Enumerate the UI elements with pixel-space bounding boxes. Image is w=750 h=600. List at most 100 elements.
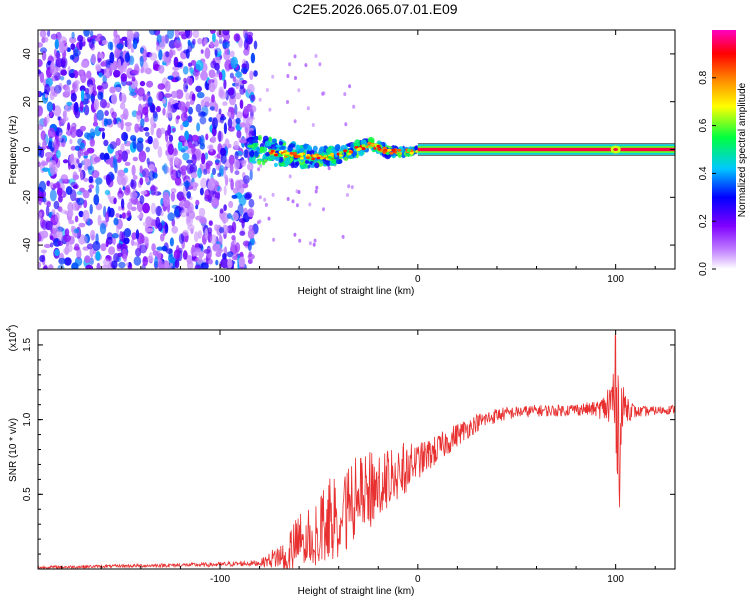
ridge-blob bbox=[409, 151, 414, 155]
noise-blob bbox=[73, 228, 80, 234]
noise-blob bbox=[88, 176, 94, 183]
noise-blob bbox=[89, 128, 96, 140]
noise-blob bbox=[231, 221, 237, 234]
transition-blob bbox=[314, 162, 320, 169]
noise-blob bbox=[98, 72, 103, 78]
colorbar-label: Normalized spectral amplitude bbox=[737, 82, 748, 217]
noise-blob bbox=[58, 195, 63, 203]
noise-blob bbox=[229, 163, 234, 174]
noise-blob bbox=[83, 150, 90, 156]
noise-blob bbox=[52, 182, 61, 189]
x-tick-label: 100 bbox=[607, 574, 624, 585]
sparse-blob bbox=[271, 192, 275, 197]
ridge-blob bbox=[270, 149, 275, 153]
noise-blob bbox=[84, 255, 91, 264]
noise-blob bbox=[116, 43, 124, 50]
noise-blob bbox=[227, 117, 233, 129]
noise-blob bbox=[80, 89, 85, 102]
noise-blob bbox=[38, 198, 42, 206]
sparse-blob bbox=[286, 197, 290, 201]
noise-blob bbox=[185, 48, 190, 59]
noise-blob bbox=[218, 234, 223, 246]
sparse-blob bbox=[306, 106, 310, 111]
noise-blob bbox=[200, 70, 208, 81]
noise-blob bbox=[60, 69, 67, 76]
noise-blob bbox=[167, 143, 174, 156]
noise-blob bbox=[242, 175, 250, 184]
noise-blob bbox=[97, 91, 103, 100]
noise-blob bbox=[73, 183, 79, 190]
noise-blob bbox=[250, 52, 256, 64]
noise-blob bbox=[173, 39, 182, 49]
noise-blob bbox=[133, 256, 142, 266]
noise-blob bbox=[95, 203, 103, 211]
y-tick-label: 0.5 bbox=[22, 487, 33, 501]
noise-blob bbox=[54, 39, 59, 50]
transition-blob bbox=[360, 139, 367, 146]
noise-blob bbox=[43, 264, 48, 269]
spike-core bbox=[613, 148, 619, 151]
y-tick-label: 1.0 bbox=[22, 412, 33, 426]
noise-blob bbox=[133, 31, 140, 39]
noise-blob bbox=[243, 149, 249, 158]
noise-blob bbox=[170, 90, 178, 99]
noise-blob bbox=[71, 201, 79, 211]
sparse-blob bbox=[288, 62, 292, 67]
noise-blob bbox=[115, 137, 121, 146]
noise-blob bbox=[222, 41, 230, 49]
sparse-blob bbox=[314, 189, 318, 194]
transition-blob bbox=[358, 149, 365, 157]
noise-blob bbox=[178, 196, 187, 202]
noise-blob bbox=[208, 258, 213, 265]
noise-blob bbox=[107, 41, 113, 50]
sparse-blob bbox=[288, 174, 292, 179]
noise-blob bbox=[192, 69, 200, 77]
noise-blob bbox=[246, 31, 254, 38]
noise-blob bbox=[61, 118, 67, 124]
noise-blob bbox=[167, 124, 172, 136]
noise-blob bbox=[38, 145, 42, 157]
ridge-blob bbox=[311, 157, 316, 161]
transition-blob bbox=[275, 144, 282, 148]
noise-blob bbox=[59, 36, 67, 45]
noise-blob bbox=[42, 196, 47, 203]
noise-blob bbox=[39, 255, 45, 263]
transition-blob bbox=[273, 162, 278, 168]
noise-blob bbox=[120, 73, 128, 82]
transition-blob bbox=[257, 159, 262, 165]
noise-blob bbox=[125, 81, 133, 86]
noise-blob bbox=[166, 107, 173, 119]
noise-blob bbox=[146, 80, 154, 88]
noise-blob bbox=[60, 174, 69, 182]
noise-blob bbox=[226, 111, 231, 117]
noise-blob bbox=[139, 55, 144, 68]
noise-blob bbox=[180, 112, 188, 122]
sparse-blob bbox=[312, 242, 316, 247]
noise-blob bbox=[199, 187, 204, 196]
noise-blob bbox=[248, 198, 255, 208]
sparse-blob bbox=[263, 197, 267, 202]
noise-blob bbox=[71, 31, 75, 39]
noise-blob bbox=[125, 262, 129, 267]
noise-blob bbox=[46, 114, 50, 124]
ridge-blob bbox=[316, 156, 321, 160]
noise-blob bbox=[234, 159, 240, 171]
noise-blob bbox=[209, 106, 216, 111]
noise-blob bbox=[195, 247, 202, 253]
noise-blob bbox=[111, 233, 119, 239]
noise-blob bbox=[147, 135, 153, 145]
noise-blob bbox=[189, 99, 195, 105]
noise-blob bbox=[200, 216, 207, 226]
noise-blob bbox=[182, 146, 189, 151]
noise-blob bbox=[123, 167, 129, 173]
noise-blob bbox=[183, 81, 189, 93]
noise-blob bbox=[82, 210, 90, 222]
noise-blob bbox=[100, 243, 107, 252]
noise-blob bbox=[53, 200, 60, 210]
noise-blob bbox=[161, 35, 166, 43]
transition-blob bbox=[263, 159, 268, 163]
noise-blob bbox=[50, 61, 56, 70]
sparse-blob bbox=[327, 166, 331, 171]
noise-blob bbox=[130, 179, 137, 190]
transition-blob bbox=[278, 158, 283, 163]
